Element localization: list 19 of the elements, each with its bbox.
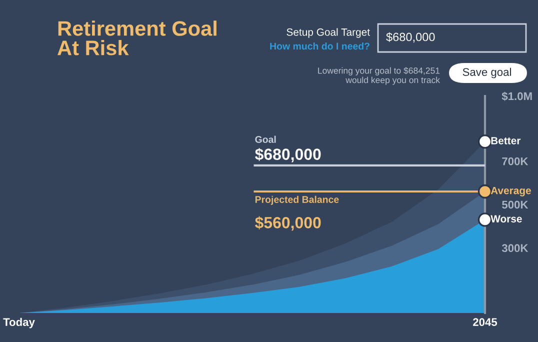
text: Save goal [462, 68, 511, 78]
y-tick-label: $1.0M [502, 92, 532, 101]
annotation: $560,000 [255, 216, 321, 231]
text: $680,000 [386, 32, 435, 43]
y-tick-label: 300K [502, 244, 528, 252]
y-tick-label: 700K [502, 157, 528, 166]
text: How much do I need? [270, 42, 370, 50]
x-tick-label: Today [3, 318, 35, 328]
y-tick-label: 500K [502, 200, 528, 209]
ref-line-label: Projected Balance [255, 196, 339, 205]
series-label: Average [490, 186, 531, 196]
x-tick-label: 2045 [473, 318, 498, 326]
series-label: Better [491, 137, 521, 144]
text: Setup Goal Target [286, 28, 370, 38]
ref-line-label: Goal [255, 136, 276, 143]
series-label: Worse [490, 215, 522, 222]
annotation: $680,000 [255, 148, 321, 162]
text: Lowering your goal to $684,251 would keep you on track [318, 67, 440, 85]
chart-title: Retirement Goal At Risk [58, 20, 216, 56]
